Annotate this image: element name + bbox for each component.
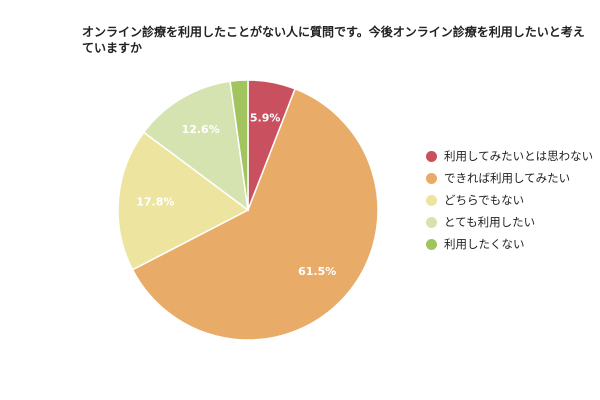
legend-label: できれば利用してみたい <box>444 171 571 185</box>
slice-value-label: 17.8% <box>136 195 174 208</box>
pie-slice <box>142 80 249 212</box>
legend-label: 利用してみたいとは思わない <box>444 149 594 163</box>
legend-label: とても利用したい <box>444 215 536 229</box>
slice-value-label: 5.9% <box>250 112 281 125</box>
legend-swatch <box>426 151 437 162</box>
chart-title: オンライン診療を利用したことがない人に質問です。今後オンライン診療を利用したいと… <box>82 25 585 55</box>
pie-slice <box>117 131 250 271</box>
legend-item: とても利用したい <box>426 215 596 230</box>
legend-item: 利用してみたいとは思わない <box>426 149 596 164</box>
legend-item: どちらでもない <box>426 193 596 208</box>
legend-item: 利用したくない <box>426 237 596 252</box>
legend-label: どちらでもない <box>444 193 525 207</box>
pie-slice <box>229 79 249 211</box>
legend: 利用してみたいとは思わない できれば利用してみたい どちらでもない とても利用したい利… <box>426 149 596 259</box>
legend-label: 利用したくない <box>444 237 525 251</box>
legend-swatch <box>426 195 437 206</box>
slice-value-label: 12.6% <box>182 123 220 136</box>
legend-swatch <box>426 217 437 228</box>
legend-swatch <box>426 239 437 250</box>
pie-slices <box>117 79 379 341</box>
slice-value-label: 61.5% <box>298 265 336 278</box>
legend-swatch <box>426 173 437 184</box>
pie-slice <box>131 87 379 341</box>
pie-slice-labels: 5.9% 61.5% 17.8% 12.6% <box>136 112 336 279</box>
legend-item: できれば利用してみたい <box>426 171 596 186</box>
